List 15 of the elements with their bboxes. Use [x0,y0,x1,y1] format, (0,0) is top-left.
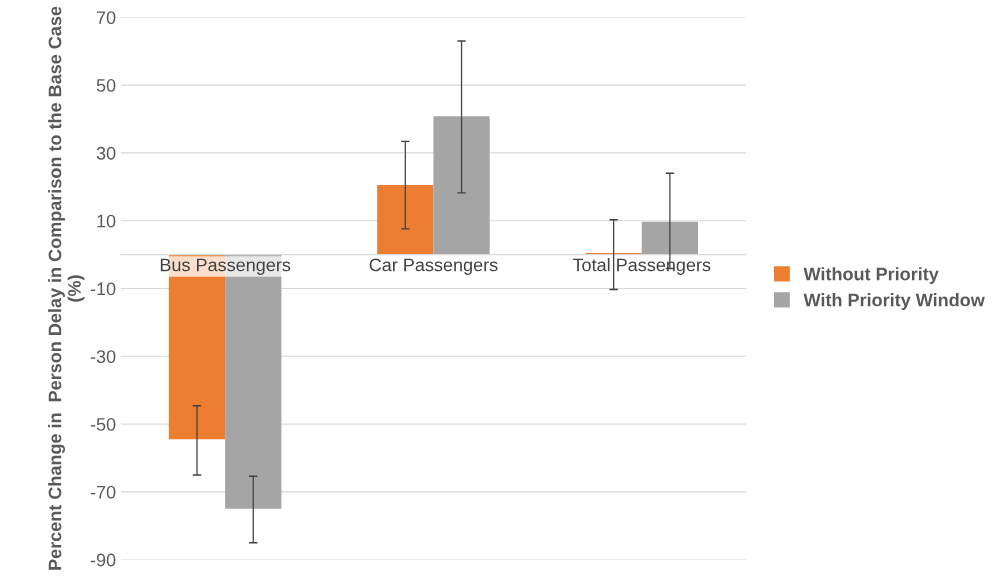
y-tick-label: 30 [96,146,116,160]
y-tick-label: 50 [96,79,116,92]
y-tick-label: 10 [97,214,116,228]
y-tick-label: 70 [96,11,116,25]
y-tick-label: -90 [90,553,116,567]
x-tick-label: Car Passengers [369,258,498,275]
y-tick-label: -50 [90,418,116,431]
y-tick-label: -30 [90,350,116,364]
legend-label: Without Priority [803,267,939,284]
legend-label: With Priority Window [803,293,985,310]
x-tick-label: Bus Passengers [160,258,291,275]
y-axis-title: Percent Change in Person Delay in Comparison to the Base Case (%) [48,6,85,570]
y-tick-label: -70 [90,485,116,499]
y-tick-label: -10 [90,282,116,296]
x-tick-label: Total Passengers [572,258,711,275]
